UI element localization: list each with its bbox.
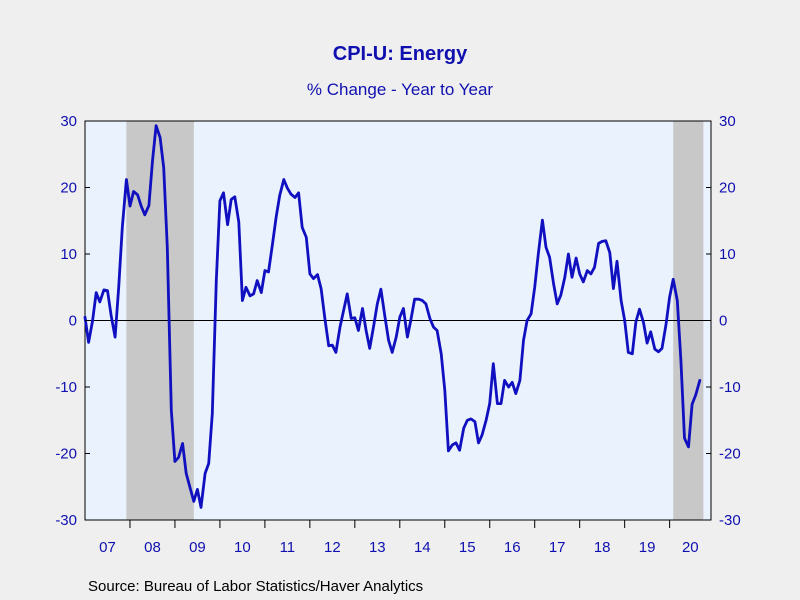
x-tick-label: 15 xyxy=(459,539,476,556)
chart-title: CPI-U: Energy xyxy=(333,43,468,65)
y-axis-left: -30 -20 -10 0 10 20 30 xyxy=(55,113,90,529)
y-tick-label-right: 0 xyxy=(719,313,727,330)
x-tick-label: 18 xyxy=(594,539,611,556)
y-tick-label-left: 10 xyxy=(60,246,77,263)
chart-subtitle: % Change - Year to Year xyxy=(307,80,494,99)
chart-source: Source: Bureau of Labor Statistics/Haver… xyxy=(88,578,423,595)
x-tick-label: 14 xyxy=(414,539,431,556)
x-tick-label: 09 xyxy=(189,539,206,556)
y-tick-label-left: 0 xyxy=(69,313,77,330)
x-tick-label: 17 xyxy=(549,539,566,556)
y-tick-label-left: -10 xyxy=(55,379,77,396)
x-tick-label: 19 xyxy=(639,539,656,556)
y-tick-label-right: 30 xyxy=(719,113,736,130)
y-tick-label-left: 30 xyxy=(60,113,77,130)
x-tick-label: 16 xyxy=(504,539,521,556)
y-tick-label-right: -10 xyxy=(719,379,741,396)
y-tick-label-left: -20 xyxy=(55,446,77,463)
y-tick-label-right: 10 xyxy=(719,246,736,263)
y-tick-label-right: 20 xyxy=(719,180,736,197)
y-tick-label-right: -20 xyxy=(719,446,741,463)
x-tick-label: 07 xyxy=(99,539,116,556)
x-tick-label: 13 xyxy=(369,539,386,556)
y-tick-label-left: -30 xyxy=(55,512,77,529)
x-tick-label: 08 xyxy=(144,539,161,556)
y-axis-right: -30 -20 -10 0 10 20 30 xyxy=(706,113,741,529)
y-tick-label-right: -30 xyxy=(719,512,741,529)
x-tick-label: 12 xyxy=(324,539,341,556)
y-tick-label-left: 20 xyxy=(60,180,77,197)
x-tick-label: 20 xyxy=(682,539,699,556)
x-tick-label: 11 xyxy=(280,539,296,556)
series-line-group xyxy=(83,124,702,509)
x-tick-label: 10 xyxy=(234,539,251,556)
x-axis: 07 08 09 10 11 12 13 14 15 16 17 18 19 20 xyxy=(99,520,699,556)
series-line-1 xyxy=(83,124,702,509)
